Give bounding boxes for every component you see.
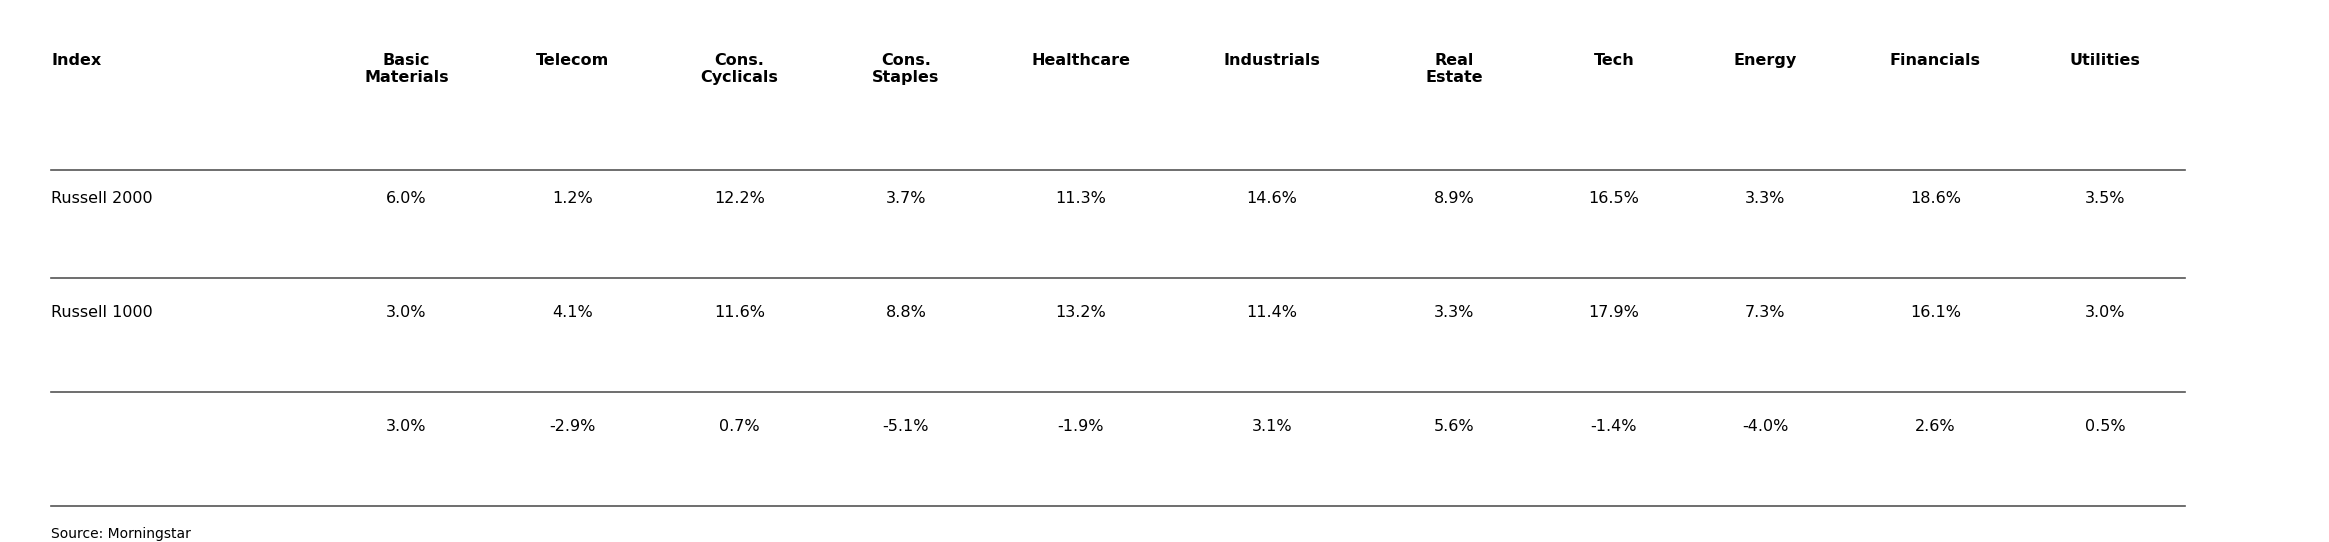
Text: 8.9%: 8.9% bbox=[1435, 191, 1474, 206]
Text: 11.6%: 11.6% bbox=[715, 305, 764, 320]
Text: 3.5%: 3.5% bbox=[2084, 191, 2126, 206]
Text: 8.8%: 8.8% bbox=[885, 305, 927, 320]
Text: 4.1%: 4.1% bbox=[552, 305, 594, 320]
Text: Russell 1000: Russell 1000 bbox=[51, 305, 154, 320]
Text: 3.7%: 3.7% bbox=[885, 191, 927, 206]
Text: 5.6%: 5.6% bbox=[1435, 419, 1474, 434]
Text: Cons.
Cyclicals: Cons. Cyclicals bbox=[701, 53, 778, 86]
Text: 16.1%: 16.1% bbox=[1910, 305, 1961, 320]
Text: 13.2%: 13.2% bbox=[1055, 305, 1106, 320]
Text: -1.9%: -1.9% bbox=[1057, 419, 1104, 434]
Text: Index: Index bbox=[51, 53, 102, 68]
Text: Basic
Materials: Basic Materials bbox=[363, 53, 449, 86]
Text: 14.6%: 14.6% bbox=[1246, 191, 1297, 206]
Text: Energy: Energy bbox=[1733, 53, 1798, 68]
Text: Healthcare: Healthcare bbox=[1032, 53, 1130, 68]
Text: 3.0%: 3.0% bbox=[2084, 305, 2126, 320]
Text: 3.3%: 3.3% bbox=[1435, 305, 1474, 320]
Text: 12.2%: 12.2% bbox=[715, 191, 764, 206]
Text: 6.0%: 6.0% bbox=[387, 191, 426, 206]
Text: Cons.
Staples: Cons. Staples bbox=[873, 53, 939, 86]
Text: 0.5%: 0.5% bbox=[2084, 419, 2126, 434]
Text: -1.4%: -1.4% bbox=[1591, 419, 1637, 434]
Text: -2.9%: -2.9% bbox=[550, 419, 596, 434]
Text: 16.5%: 16.5% bbox=[1588, 191, 1640, 206]
Text: 3.0%: 3.0% bbox=[387, 305, 426, 320]
Text: Tech: Tech bbox=[1593, 53, 1635, 68]
Text: Financials: Financials bbox=[1889, 53, 1982, 68]
Text: 1.2%: 1.2% bbox=[552, 191, 594, 206]
Text: 17.9%: 17.9% bbox=[1588, 305, 1640, 320]
Text: 2.6%: 2.6% bbox=[1914, 419, 1956, 434]
Text: -4.0%: -4.0% bbox=[1742, 419, 1789, 434]
Text: 3.0%: 3.0% bbox=[387, 419, 426, 434]
Text: 7.3%: 7.3% bbox=[1744, 305, 1786, 320]
Text: 3.1%: 3.1% bbox=[1251, 419, 1293, 434]
Text: -5.1%: -5.1% bbox=[883, 419, 929, 434]
Text: Russell 2000: Russell 2000 bbox=[51, 191, 154, 206]
Text: 18.6%: 18.6% bbox=[1910, 191, 1961, 206]
Text: Industrials: Industrials bbox=[1223, 53, 1321, 68]
Text: Real
Estate: Real Estate bbox=[1425, 53, 1484, 86]
Text: 3.3%: 3.3% bbox=[1744, 191, 1786, 206]
Text: Utilities: Utilities bbox=[2070, 53, 2140, 68]
Text: 11.3%: 11.3% bbox=[1055, 191, 1106, 206]
Text: 11.4%: 11.4% bbox=[1246, 305, 1297, 320]
Text: Telecom: Telecom bbox=[536, 53, 610, 68]
Text: Source: Morningstar: Source: Morningstar bbox=[51, 527, 191, 541]
Text: 0.7%: 0.7% bbox=[720, 419, 759, 434]
